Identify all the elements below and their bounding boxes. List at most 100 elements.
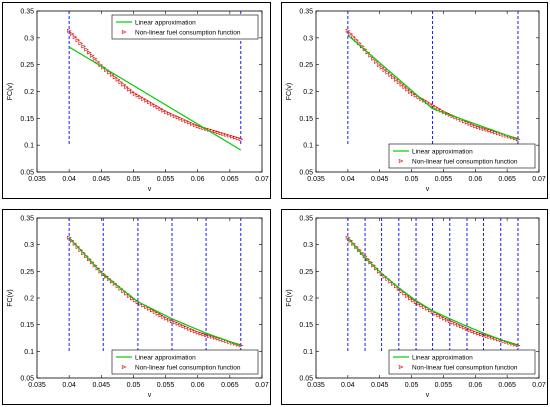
nonlinear-marker bbox=[476, 125, 481, 130]
nonlinear-marker bbox=[172, 320, 178, 325]
nonlinear-marker bbox=[170, 319, 175, 324]
legend-box bbox=[111, 14, 259, 40]
x-tick-label: 0.05 bbox=[127, 382, 141, 389]
y-tick-label: 0.3 bbox=[24, 35, 34, 42]
nonlinear-marker bbox=[430, 103, 436, 108]
nonlinear-marker bbox=[467, 121, 473, 126]
nonlinear-marker bbox=[410, 298, 416, 303]
nonlinear-marker bbox=[215, 130, 221, 135]
nonlinear-marker bbox=[192, 329, 198, 334]
nonlinear-marker bbox=[354, 38, 359, 43]
nonlinear-marker bbox=[388, 72, 393, 77]
nonlinear-marker bbox=[444, 317, 450, 322]
x-tick-label: 0.04 bbox=[62, 382, 76, 389]
nonlinear-marker bbox=[490, 129, 496, 134]
nonlinear-marker bbox=[164, 316, 169, 321]
chart-panel-1: 0.035 0.04 0.045 0.05 0.055 0.06 0.065 0.07 0.05… bbox=[2, 2, 271, 199]
nonlinear-marker bbox=[170, 112, 175, 117]
nonlinear-marker bbox=[230, 134, 235, 139]
nonlinear-marker bbox=[433, 311, 439, 316]
nonlinear-marker bbox=[161, 108, 167, 113]
y-tick-label: 0.15 bbox=[299, 116, 313, 123]
nonlinear-marker bbox=[112, 75, 118, 80]
nonlinear-marker bbox=[348, 32, 354, 36]
nonlinear-marker bbox=[210, 128, 215, 133]
nonlinear-marker bbox=[178, 116, 184, 121]
nonlinear-marker bbox=[232, 135, 238, 140]
y-tick-label: 0.35 bbox=[299, 216, 313, 223]
nonlinear-marker bbox=[181, 324, 187, 329]
nonlinear-marker bbox=[155, 105, 161, 110]
x-tick-label: 0.035 bbox=[307, 382, 325, 389]
nonlinear-marker bbox=[184, 119, 190, 124]
nonlinear-marker bbox=[427, 102, 433, 106]
x-axis-label: v bbox=[148, 186, 152, 193]
x-axis-label: v bbox=[148, 392, 152, 399]
y-tick-label: 0.2 bbox=[303, 89, 313, 96]
x-tick-label: 0.065 bbox=[221, 382, 239, 389]
nonlinear-marker bbox=[439, 315, 445, 320]
nonlinear-marker bbox=[436, 107, 442, 111]
nonlinear-marker bbox=[379, 65, 385, 70]
nonlinear-marker bbox=[481, 127, 487, 131]
x-tick-label: 0.06 bbox=[191, 176, 205, 183]
y-tick-label: 0.2 bbox=[303, 296, 313, 303]
legend-swatch-nonlinear bbox=[398, 159, 404, 163]
legend-label-linear: Linear approximation bbox=[135, 355, 196, 362]
nonlinear-marker bbox=[190, 121, 195, 126]
nonlinear-marker bbox=[144, 98, 149, 103]
x-tick-label: 0.07 bbox=[255, 382, 269, 389]
x-tick-label: 0.04 bbox=[341, 382, 355, 389]
chart-svg-1: 0.035 0.04 0.045 0.05 0.055 0.06 0.065 0.07 0.05… bbox=[7, 9, 269, 194]
nonlinear-marker bbox=[487, 128, 493, 133]
nonlinear-marker bbox=[172, 114, 178, 119]
x-tick-label: 0.07 bbox=[532, 176, 546, 183]
nonlinear-marker bbox=[484, 334, 490, 339]
nonlinear-marker bbox=[410, 92, 416, 96]
y-tick-label: 0.35 bbox=[20, 216, 34, 223]
nonlinear-marker bbox=[115, 77, 121, 82]
nonlinear-marker bbox=[195, 330, 201, 335]
legend-label-linear: Linear approximation bbox=[412, 149, 473, 156]
nonlinear-marker bbox=[374, 59, 379, 64]
nonlinear-marker bbox=[212, 129, 218, 134]
x-tick-label: 0.055 bbox=[435, 176, 453, 183]
nonlinear-marker bbox=[175, 115, 181, 120]
nonlinear-marker bbox=[456, 323, 462, 327]
nonlinear-marker bbox=[467, 328, 473, 333]
nonlinear-marker bbox=[167, 111, 172, 116]
x-tick-label: 0.06 bbox=[468, 382, 482, 389]
nonlinear-marker bbox=[212, 335, 218, 340]
chart-panel-4: 0.035 0.04 0.045 0.05 0.055 0.06 0.065 0.07 0.05… bbox=[281, 209, 548, 405]
nonlinear-marker bbox=[470, 329, 476, 334]
nonlinear-marker bbox=[152, 103, 158, 108]
nonlinear-marker bbox=[187, 120, 192, 125]
legend-label-nonlinear: Non-linear fuel consumption function bbox=[135, 365, 241, 372]
nonlinear-marker bbox=[345, 28, 351, 33]
nonlinear-marker bbox=[470, 123, 476, 128]
nonlinear-marker bbox=[459, 324, 464, 329]
x-tick-label: 0.04 bbox=[341, 176, 355, 183]
nonlinear-marker bbox=[132, 92, 138, 96]
nonlinear-marker bbox=[124, 85, 129, 90]
y-tick-label: 0.1 bbox=[303, 143, 313, 150]
x-tick-label: 0.05 bbox=[405, 382, 419, 389]
nonlinear-marker bbox=[393, 77, 399, 82]
nonlinear-marker bbox=[138, 95, 144, 100]
y-axis-label: FC(v) bbox=[286, 83, 293, 101]
nonlinear-marker bbox=[462, 325, 467, 330]
y-tick-label: 0.25 bbox=[20, 62, 34, 69]
nonlinear-marker bbox=[238, 137, 244, 142]
nonlinear-marker bbox=[413, 300, 419, 305]
chart-panel-3: 0.035 0.04 0.045 0.05 0.055 0.06 0.065 0.07 0.05… bbox=[2, 209, 271, 405]
y-tick-label: 0.1 bbox=[303, 349, 313, 356]
nonlinear-marker bbox=[135, 93, 141, 98]
legend-box bbox=[388, 143, 536, 169]
y-tick-label: 0.25 bbox=[299, 269, 313, 276]
nonlinear-marker bbox=[75, 38, 81, 43]
nonlinear-marker bbox=[453, 321, 459, 326]
nonlinear-marker bbox=[221, 132, 227, 137]
y-tick-label: 0.15 bbox=[20, 116, 34, 123]
nonlinear-marker bbox=[351, 35, 357, 40]
x-tick-label: 0.045 bbox=[93, 382, 111, 389]
